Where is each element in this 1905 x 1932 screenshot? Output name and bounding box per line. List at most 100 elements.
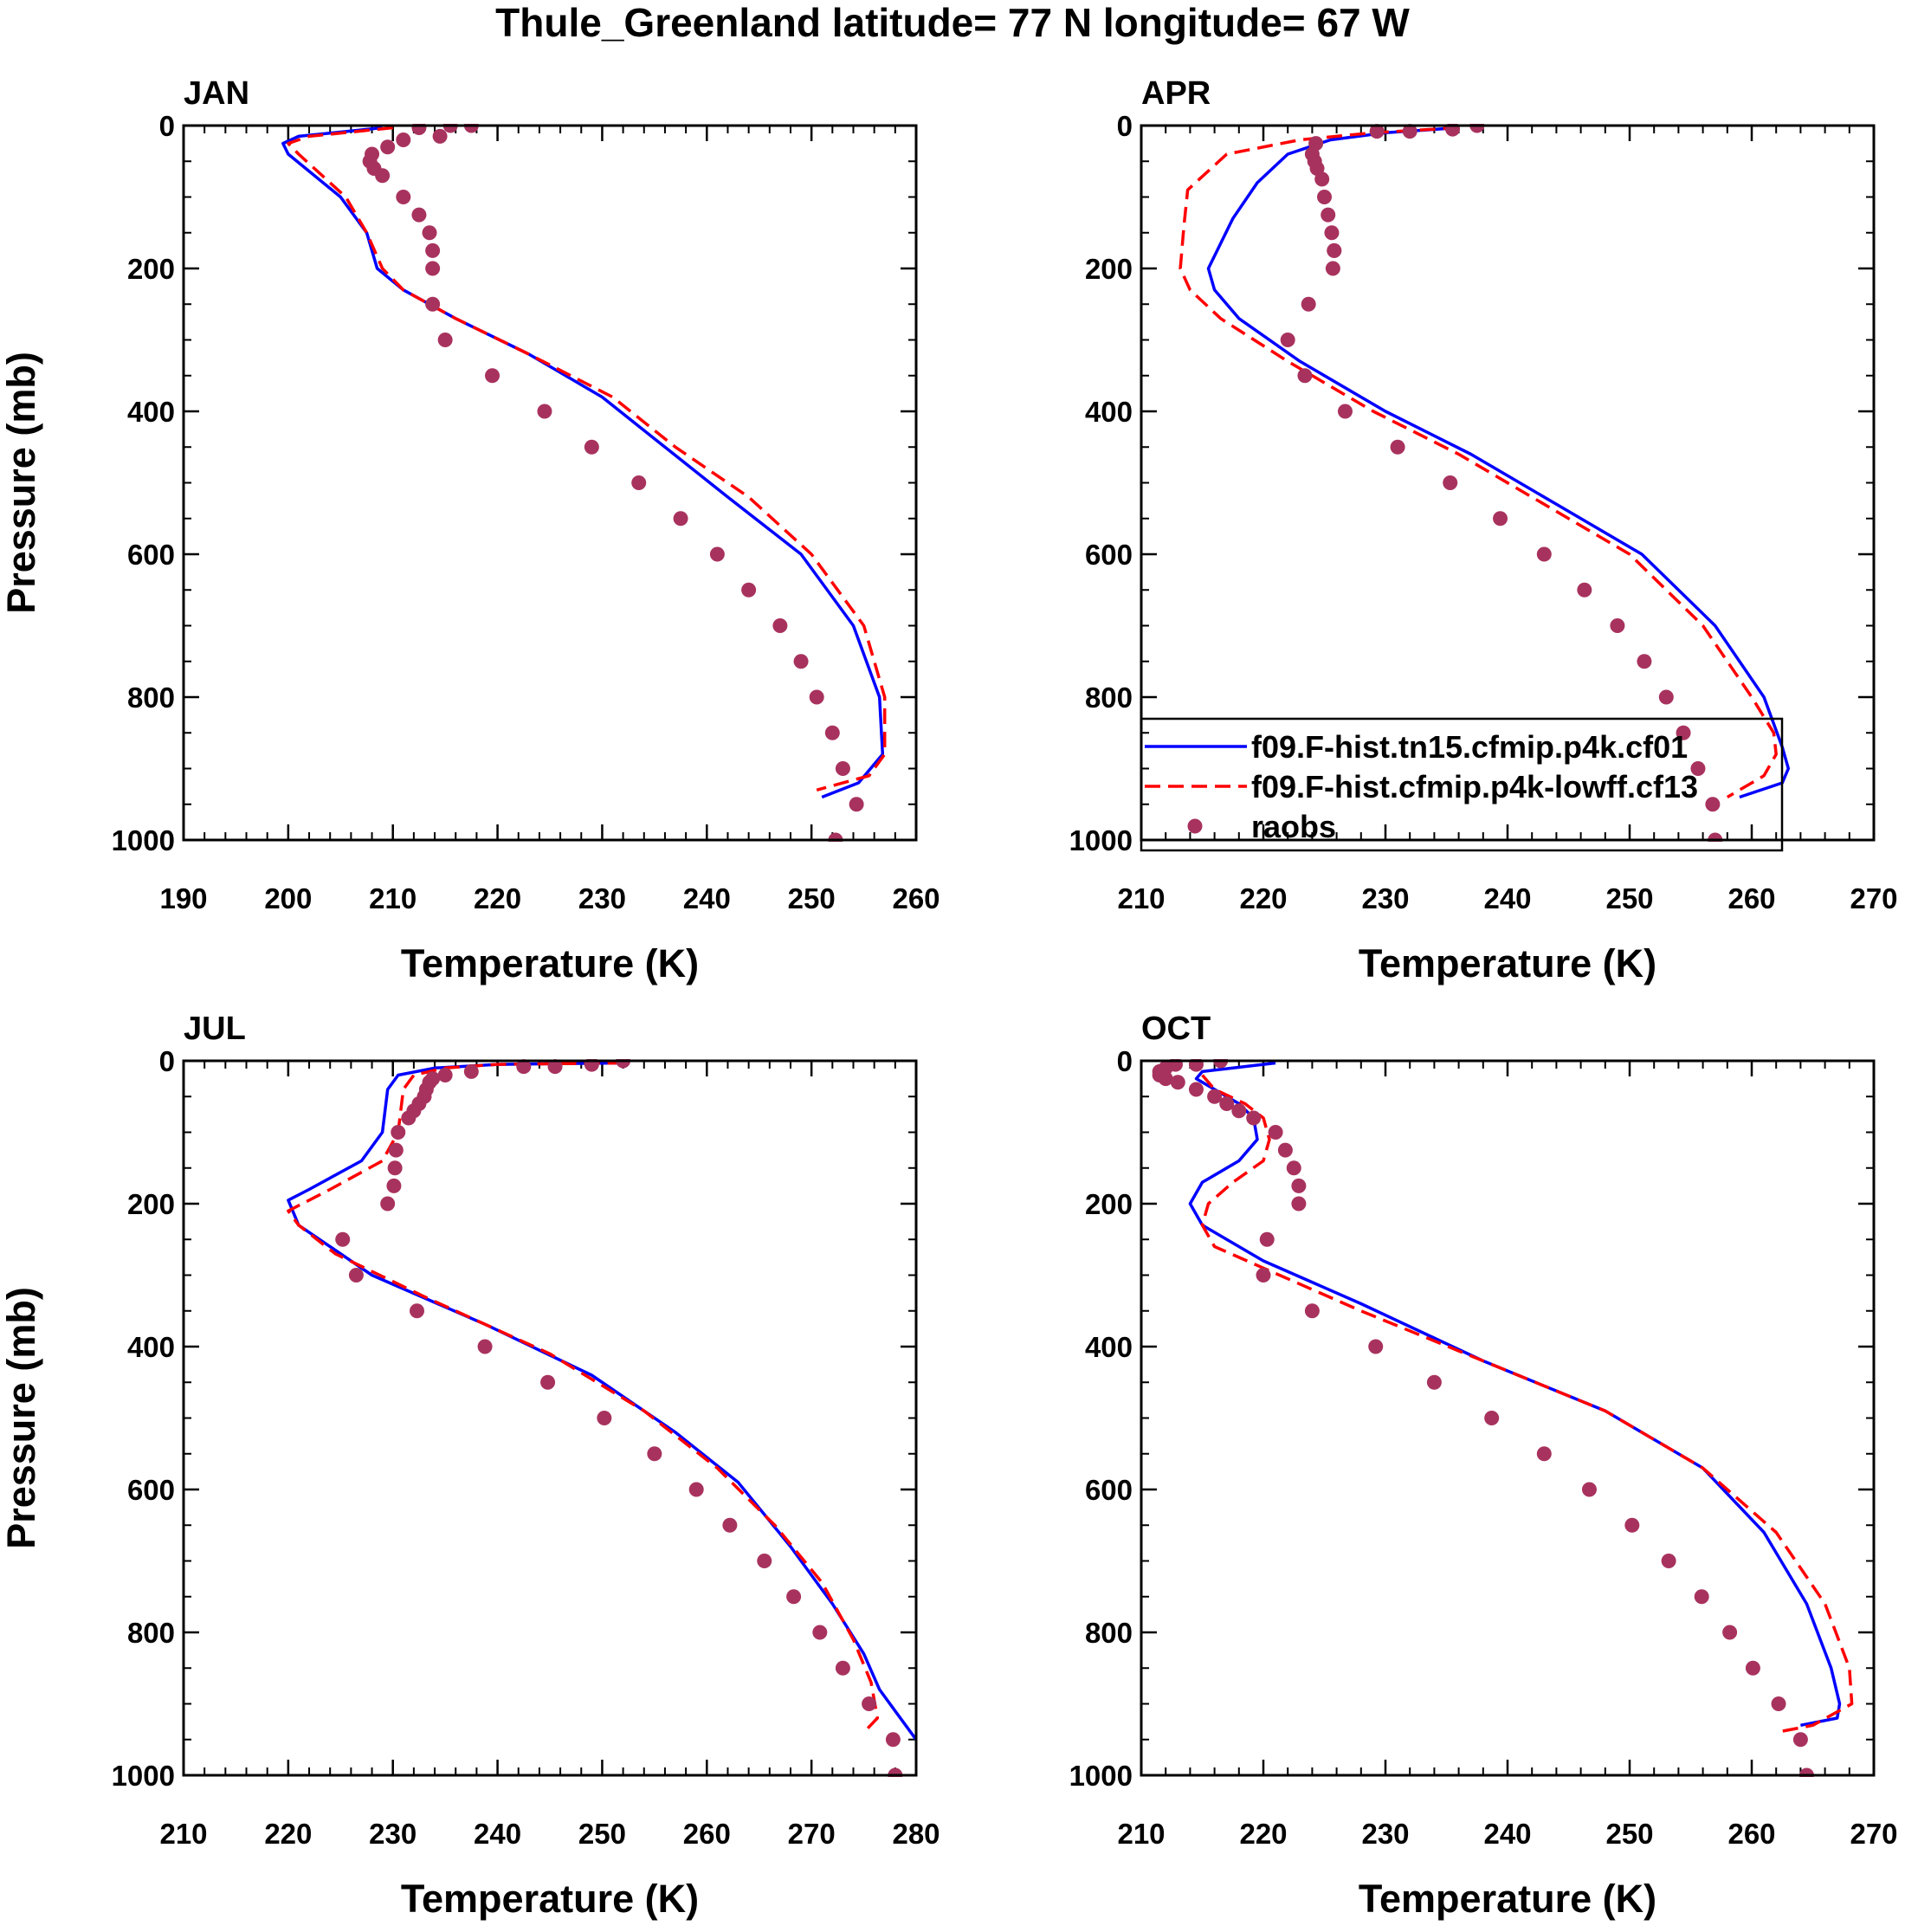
x-tick-label: 230 bbox=[578, 882, 626, 914]
raobs-point bbox=[757, 1554, 772, 1568]
raobs-point bbox=[1443, 475, 1458, 490]
y-tick-label: 200 bbox=[1085, 1188, 1133, 1220]
panel-jan: JAN 190 200 210 220 230 240 250 260 0 200 400 600 800… bbox=[0, 75, 940, 985]
raobs-point bbox=[537, 404, 552, 419]
raobs-point bbox=[1445, 124, 1461, 137]
raobs-point bbox=[849, 797, 864, 812]
x-tick-label: 260 bbox=[1727, 882, 1775, 914]
legend-marker-raobs bbox=[1187, 818, 1203, 834]
raobs-point bbox=[1277, 1142, 1293, 1158]
raobs-point bbox=[396, 190, 411, 204]
cf13-line bbox=[1200, 1074, 1854, 1735]
raobs-point bbox=[411, 207, 427, 223]
raobs-point bbox=[1658, 689, 1674, 705]
x-tick-label: 220 bbox=[474, 882, 521, 914]
raobs-point bbox=[386, 1178, 402, 1193]
y-tick-label: 200 bbox=[127, 253, 175, 285]
raobs-point bbox=[1297, 368, 1313, 384]
cf13-line bbox=[287, 126, 887, 792]
x-tick-label: 240 bbox=[1483, 882, 1531, 914]
raobs-point bbox=[380, 1196, 396, 1212]
y-tick-label: 400 bbox=[127, 1331, 175, 1363]
raobs-point bbox=[1268, 1125, 1283, 1140]
y-tick-label: 200 bbox=[127, 1188, 175, 1220]
raobs-point bbox=[1325, 261, 1340, 276]
x-tick-label: 230 bbox=[1361, 882, 1409, 914]
x-tick-label: 210 bbox=[369, 882, 417, 914]
raobs-point bbox=[862, 1696, 877, 1711]
raobs-point bbox=[824, 725, 840, 740]
x-tick-label: 250 bbox=[578, 1818, 626, 1850]
y-tick-label: 600 bbox=[127, 1474, 175, 1506]
plot-area-jul bbox=[287, 1059, 916, 1777]
raobs-point bbox=[1324, 225, 1340, 241]
raobs-point bbox=[437, 333, 453, 347]
y-tick-label: 200 bbox=[1085, 253, 1133, 285]
raobs-point bbox=[1188, 1082, 1204, 1097]
raobs-point bbox=[1426, 1374, 1442, 1390]
raobs-point bbox=[631, 475, 647, 490]
raobs-point bbox=[1219, 1096, 1235, 1111]
raobs-point bbox=[1314, 171, 1330, 187]
raobs-point bbox=[411, 124, 427, 135]
legend-label-raobs: raobs bbox=[1251, 809, 1336, 844]
y-tick-label: 400 bbox=[127, 396, 175, 428]
raobs-point bbox=[1694, 1589, 1709, 1605]
x-tick-label: 260 bbox=[892, 882, 940, 914]
raobs-point bbox=[1256, 1268, 1271, 1283]
panel-oct: OCT 210 220 230 240 250 260 270 0 200 400 600 800 100… bbox=[1069, 1011, 1898, 1921]
x-tick-label: 220 bbox=[1239, 1818, 1287, 1850]
raobs-point bbox=[388, 1142, 404, 1158]
raobs-point bbox=[741, 582, 757, 598]
x-tick-label: 240 bbox=[1483, 1818, 1531, 1850]
x-tick-label: 270 bbox=[788, 1818, 836, 1850]
x-tick-label: 250 bbox=[1605, 882, 1653, 914]
raobs-point bbox=[1368, 1339, 1384, 1354]
raobs-point bbox=[1493, 511, 1508, 527]
y-tick-label: 400 bbox=[1085, 1331, 1133, 1363]
x-axis-title: Temperature (K) bbox=[401, 941, 699, 985]
legend: f09.F-hist.tn15.cfmip.p4k.cf01 f09.F-hist… bbox=[1140, 717, 1784, 852]
raobs-point bbox=[772, 618, 788, 633]
raobs-point bbox=[1637, 654, 1652, 669]
raobs-point bbox=[432, 128, 448, 144]
y-tick-label: 400 bbox=[1085, 396, 1133, 428]
raobs-point bbox=[1484, 1411, 1500, 1425]
y-axis-title: Pressure (mb) bbox=[0, 1287, 43, 1549]
x-axis-title: Temperature (K) bbox=[1359, 1877, 1656, 1921]
raobs-point bbox=[1291, 1196, 1307, 1212]
raobs-point bbox=[835, 761, 850, 776]
raobs-point bbox=[1745, 1660, 1760, 1676]
x-tick-label: 280 bbox=[892, 1818, 940, 1850]
raobs-point bbox=[1536, 1446, 1552, 1462]
raobs-point bbox=[425, 296, 441, 312]
raobs-point bbox=[1390, 439, 1405, 455]
y-tick-label: 800 bbox=[1085, 1617, 1133, 1649]
x-tick-label: 200 bbox=[264, 882, 312, 914]
raobs-point bbox=[597, 1411, 612, 1425]
y-tick-label: 600 bbox=[1085, 1474, 1133, 1506]
x-tick-label: 240 bbox=[683, 882, 731, 914]
raobs-point bbox=[673, 511, 688, 527]
x-tick-label: 210 bbox=[159, 1818, 207, 1850]
cf01-line bbox=[1188, 1061, 1842, 1728]
raobs-point bbox=[1170, 1075, 1185, 1090]
raobs-point bbox=[1690, 761, 1706, 776]
x-tick-label: 240 bbox=[474, 1818, 521, 1850]
x-tick-label: 270 bbox=[1850, 1818, 1897, 1850]
raobs-point bbox=[1610, 618, 1625, 633]
raobs-point bbox=[401, 1110, 417, 1126]
panel-apr: APR 210 220 230 240 250 260 270 0 200 400 600 800 100… bbox=[1069, 75, 1898, 985]
cf13-line bbox=[1179, 126, 1778, 799]
raobs-point bbox=[1188, 1059, 1204, 1072]
x-tick-label: 210 bbox=[1117, 1818, 1165, 1850]
x-tick-label: 230 bbox=[1361, 1818, 1409, 1850]
y-tick-label: 1000 bbox=[112, 824, 175, 856]
raobs-point bbox=[477, 1339, 493, 1354]
x-tick-label: 230 bbox=[369, 1818, 417, 1850]
cf01-line bbox=[281, 126, 885, 799]
raobs-point bbox=[391, 1125, 406, 1140]
raobs-point bbox=[1536, 546, 1552, 562]
x-tick-label: 190 bbox=[159, 882, 207, 914]
